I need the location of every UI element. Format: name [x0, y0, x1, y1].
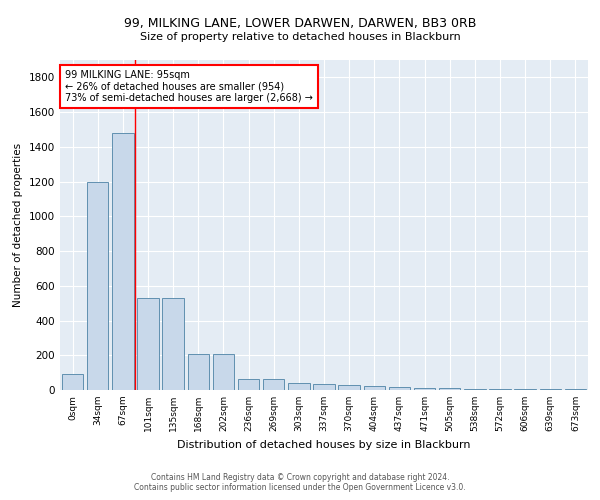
Bar — [62, 374, 83, 390]
Bar — [137, 298, 158, 390]
Bar — [112, 133, 134, 390]
Bar — [87, 182, 109, 390]
Bar — [565, 389, 586, 390]
X-axis label: Distribution of detached houses by size in Blackburn: Distribution of detached houses by size … — [177, 440, 471, 450]
Bar — [238, 378, 259, 390]
Bar — [188, 354, 209, 390]
Bar — [414, 388, 435, 390]
Bar — [364, 386, 385, 390]
Text: 99 MILKING LANE: 95sqm
← 26% of detached houses are smaller (954)
73% of semi-de: 99 MILKING LANE: 95sqm ← 26% of detached… — [65, 70, 313, 103]
Bar — [539, 389, 561, 390]
Text: 99, MILKING LANE, LOWER DARWEN, DARWEN, BB3 0RB: 99, MILKING LANE, LOWER DARWEN, DARWEN, … — [124, 18, 476, 30]
Bar — [464, 389, 485, 390]
Text: Size of property relative to detached houses in Blackburn: Size of property relative to detached ho… — [140, 32, 460, 42]
Bar — [213, 354, 234, 390]
Bar — [389, 386, 410, 390]
Text: Contains HM Land Registry data © Crown copyright and database right 2024.
Contai: Contains HM Land Registry data © Crown c… — [134, 473, 466, 492]
Bar — [338, 385, 360, 390]
Y-axis label: Number of detached properties: Number of detached properties — [13, 143, 23, 307]
Bar — [163, 298, 184, 390]
Bar — [313, 384, 335, 390]
Bar — [288, 383, 310, 390]
Bar — [439, 388, 460, 390]
Bar — [263, 378, 284, 390]
Bar — [490, 389, 511, 390]
Bar — [514, 389, 536, 390]
